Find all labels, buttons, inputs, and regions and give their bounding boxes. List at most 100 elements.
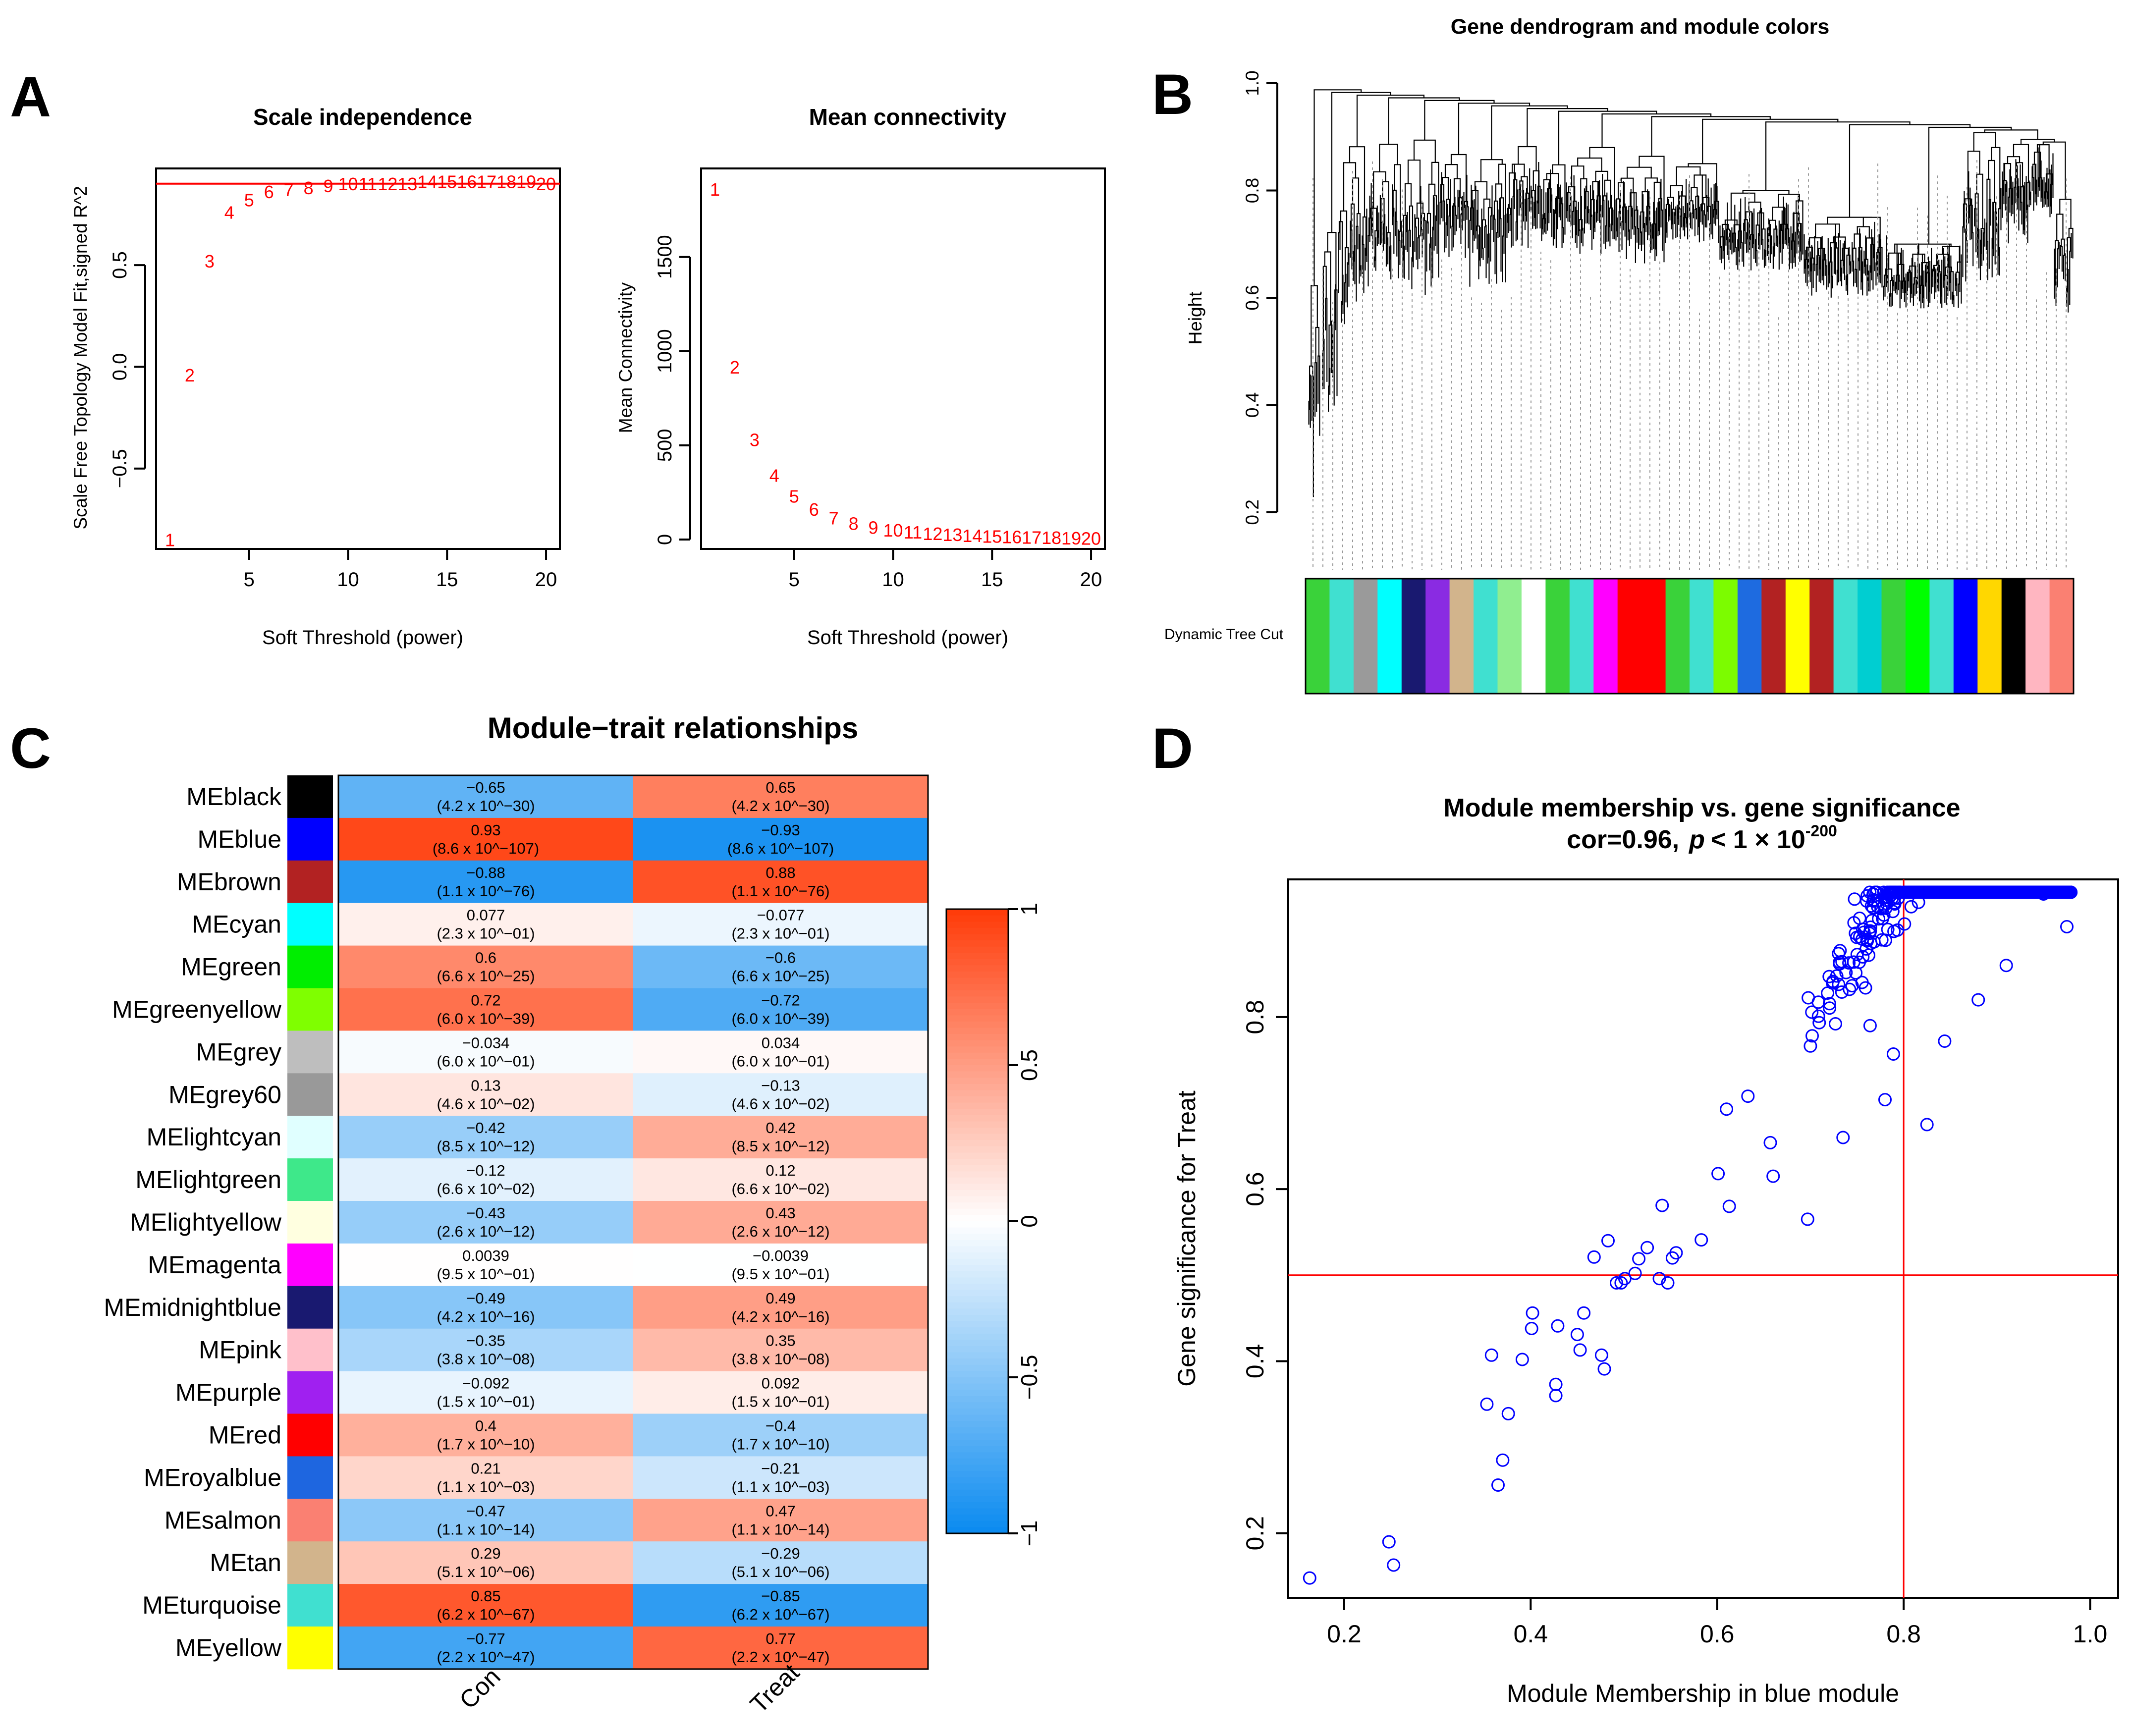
module-trait-heatmap: Module−trait relationships MEblack −0.65(… <box>104 711 1042 1718</box>
d-data-point <box>1886 1047 1900 1061</box>
d-data-point <box>1839 966 1853 979</box>
d-x-tick-label: 1.0 <box>2073 1620 2108 1648</box>
d-subtitle-rest: < 1 × 10 <box>1711 825 1805 854</box>
c-cell-value: −0.21 <box>761 1460 800 1477</box>
c-module-name: MEgreen <box>181 953 281 981</box>
c-legend-gradient-step <box>946 1340 1008 1347</box>
c-cell-value: 0.21 <box>471 1460 500 1477</box>
c-cell-value: −0.13 <box>761 1077 800 1094</box>
d-subtitle-exp: -200 <box>1805 822 1837 840</box>
d-data-point <box>1904 900 1918 914</box>
c-legend-gradient-step <box>946 1427 1008 1434</box>
c-legend-gradient-step <box>946 1234 1008 1241</box>
c-cell-value: 0.29 <box>471 1545 500 1562</box>
c-module-name: MEcyan <box>192 911 281 938</box>
c-module-name: MEturquoise <box>142 1591 281 1619</box>
c-module-swatch <box>287 817 333 861</box>
c-cell-pvalue: (1.1 x 10^−14) <box>731 1520 829 1538</box>
d-data-point <box>1804 1039 1817 1053</box>
d-data-point <box>1484 1348 1498 1362</box>
c-legend-gradient-step <box>946 990 1008 997</box>
d-data-point <box>1549 1377 1563 1391</box>
a1-y-tick-label: 0.5 <box>109 251 131 279</box>
c-module-swatch <box>287 1413 333 1457</box>
b-y-tick-label: 0.4 <box>1242 392 1262 418</box>
b-module-color-segment <box>2001 579 2026 694</box>
c-cell-pvalue: (4.2 x 10^−16) <box>437 1308 535 1325</box>
d-data-point <box>1999 959 2013 973</box>
c-cell-pvalue: (4.6 x 10^−02) <box>437 1095 535 1112</box>
d-subtitle-p: p <box>1688 825 1705 854</box>
d-data-point <box>2033 885 2046 899</box>
b-module-color-segment <box>1690 579 1714 694</box>
a2-point-label: 7 <box>829 508 839 528</box>
d-data-point <box>1836 1131 1850 1144</box>
c-legend-gradient-step <box>946 1446 1008 1453</box>
c-cell-value: −0.092 <box>462 1375 510 1392</box>
c-cell-value: −0.29 <box>761 1545 800 1562</box>
c-module-swatch <box>287 1541 333 1584</box>
b-module-color-segment <box>1593 579 1618 694</box>
c-heatmap-cell <box>633 1116 928 1159</box>
c-legend-gradient-step <box>946 1252 1008 1259</box>
c-cell-pvalue: (2.3 x 10^−01) <box>437 925 535 942</box>
c-cell-pvalue: (2.2 x 10^−47) <box>437 1648 535 1666</box>
c-legend-gradient-step <box>946 1009 1008 1016</box>
c-cell-value: −0.93 <box>761 821 800 839</box>
d-data-point <box>1526 1306 1539 1320</box>
c-legend-gradient-step <box>946 1489 1008 1496</box>
c-legend-gradient-step <box>946 1227 1008 1234</box>
c-legend-gradient-step <box>946 909 1008 916</box>
d-data-point <box>1382 1535 1396 1549</box>
a1-point-label: 4 <box>224 202 234 222</box>
c-module-name: MEtan <box>210 1549 281 1576</box>
b-module-color-segment <box>1425 579 1450 694</box>
c-legend-gradient-step <box>946 1520 1008 1527</box>
c-legend-gradient-step <box>946 1327 1008 1334</box>
b-module-color-segment <box>1497 579 1522 694</box>
d-data-point <box>1823 1001 1837 1015</box>
b-module-color-segment <box>1401 579 1426 694</box>
c-heatmap-cell <box>338 1584 633 1627</box>
c-legend-gradient-step <box>946 1115 1008 1122</box>
d-data-point <box>1829 1017 1842 1031</box>
a2-point-label: 13 <box>942 525 962 545</box>
d-data-point <box>1984 885 1998 899</box>
c-legend-gradient-step <box>946 1015 1008 1022</box>
c-cell-pvalue: (6.6 x 10^−02) <box>731 1180 829 1197</box>
c-legend-gradient-step <box>946 1502 1008 1509</box>
c-cell-value: 0.47 <box>765 1502 795 1519</box>
a1-point-label: 16 <box>457 172 477 192</box>
d-y-tick-label: 0.4 <box>1241 1344 1269 1379</box>
c-legend-gradient-step <box>946 1028 1008 1034</box>
d-data-point <box>1801 1212 1814 1226</box>
d-data-point <box>1872 912 1886 926</box>
c-cell-pvalue: (2.3 x 10^−01) <box>731 925 829 942</box>
d-subtitle: cor=0.96, p < 1 × 10-200 <box>1567 822 1837 854</box>
d-y-tick-label: 0.2 <box>1241 1516 1269 1551</box>
c-module-swatch <box>287 775 333 818</box>
b-guide-lines <box>1312 160 2067 570</box>
c-legend-gradient-step <box>946 1483 1008 1490</box>
c-heatmap-cell <box>338 1201 633 1244</box>
c-module-name: MEmidnightblue <box>104 1294 281 1321</box>
a2-point-label: 17 <box>1022 527 1041 547</box>
d-data-point <box>1711 1167 1725 1181</box>
d-x-tick-label: 0.4 <box>1514 1620 1548 1648</box>
b-title: Gene dendrogram and module colors <box>1451 15 1830 39</box>
c-heatmap-cell <box>633 988 928 1031</box>
d-x-tick-label: 0.6 <box>1700 1620 1735 1648</box>
c-legend-gradient-step <box>946 1171 1008 1178</box>
b-module-color-segment <box>1858 579 1882 694</box>
c-legend-tick-label: 0 <box>1016 1215 1042 1228</box>
c-legend-gradient-step <box>946 1471 1008 1478</box>
c-cell-pvalue: (3.8 x 10^−08) <box>731 1351 829 1368</box>
a1-point-label: 1 <box>165 530 175 550</box>
d-data-point <box>1979 885 1993 899</box>
c-legend-gradient-step <box>946 1358 1008 1365</box>
d-data-point <box>1722 1199 1736 1213</box>
c-cell-value: 0.42 <box>765 1119 795 1137</box>
a1-point-label: 14 <box>417 172 437 192</box>
c-legend-gradient-step <box>946 1078 1008 1085</box>
d-data-point <box>1898 885 1912 899</box>
